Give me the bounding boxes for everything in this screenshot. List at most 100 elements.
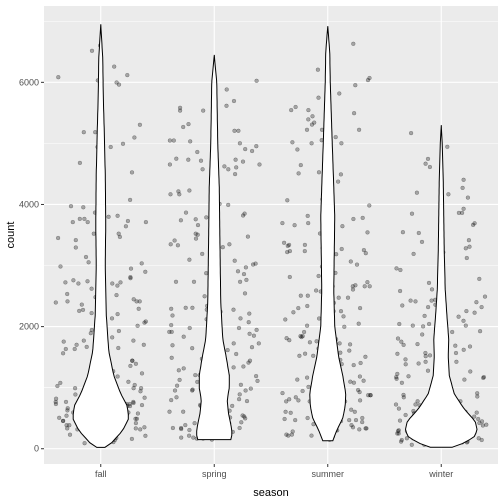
data-point bbox=[243, 388, 248, 393]
data-point bbox=[414, 190, 419, 195]
data-point bbox=[247, 311, 252, 316]
data-point bbox=[453, 350, 459, 356]
y-tick-label: 2000 bbox=[19, 322, 39, 332]
data-point bbox=[409, 211, 415, 216]
data-point bbox=[195, 223, 201, 228]
data-point bbox=[179, 435, 184, 440]
y-axis-ticks: 0 2000 4000 6000 bbox=[19, 77, 44, 454]
data-point bbox=[177, 377, 182, 382]
data-point bbox=[350, 287, 356, 292]
data-point bbox=[293, 395, 298, 400]
y-tick-label: 0 bbox=[34, 444, 39, 454]
data-point bbox=[242, 291, 248, 296]
data-point bbox=[179, 425, 184, 431]
data-point bbox=[123, 224, 128, 229]
data-point bbox=[175, 243, 180, 248]
data-point bbox=[395, 336, 401, 341]
data-point bbox=[410, 323, 415, 328]
y-tick-label: 6000 bbox=[19, 77, 39, 87]
data-point bbox=[426, 305, 431, 310]
data-point bbox=[422, 313, 427, 318]
data-point bbox=[256, 341, 261, 346]
data-point bbox=[305, 303, 310, 309]
data-point bbox=[395, 351, 400, 356]
data-point bbox=[285, 250, 290, 255]
data-point bbox=[251, 262, 256, 267]
data-point bbox=[244, 399, 250, 404]
data-point bbox=[287, 397, 292, 402]
data-point bbox=[204, 271, 209, 276]
data-point bbox=[416, 361, 421, 366]
data-point bbox=[356, 321, 361, 326]
data-point bbox=[238, 382, 243, 387]
data-point bbox=[358, 398, 363, 403]
data-point bbox=[125, 72, 130, 78]
data-point bbox=[348, 379, 353, 384]
data-point bbox=[478, 329, 483, 334]
data-point bbox=[143, 220, 148, 225]
data-point bbox=[427, 164, 432, 170]
data-point bbox=[177, 192, 182, 197]
data-point bbox=[360, 415, 365, 421]
data-point bbox=[63, 399, 69, 404]
data-point bbox=[350, 284, 355, 289]
data-point bbox=[237, 392, 242, 397]
data-point bbox=[283, 317, 288, 322]
data-point bbox=[243, 147, 248, 152]
data-point bbox=[398, 288, 403, 294]
data-point bbox=[85, 279, 90, 284]
data-point bbox=[138, 389, 143, 394]
data-point bbox=[65, 299, 70, 304]
data-point bbox=[351, 216, 356, 222]
data-point bbox=[425, 156, 431, 161]
x-axis-title: season bbox=[253, 487, 288, 499]
data-point bbox=[453, 343, 458, 348]
data-point bbox=[476, 436, 481, 441]
data-point bbox=[461, 177, 466, 182]
data-point bbox=[298, 293, 303, 298]
data-point bbox=[172, 388, 178, 393]
data-point bbox=[474, 300, 479, 305]
data-point bbox=[232, 258, 237, 263]
data-point bbox=[174, 156, 179, 161]
x-tick-label: fall bbox=[95, 469, 107, 479]
data-point bbox=[114, 80, 119, 85]
data-point bbox=[126, 379, 131, 384]
data-point bbox=[280, 391, 285, 396]
data-point bbox=[254, 374, 259, 379]
data-point bbox=[241, 364, 246, 369]
data-point bbox=[354, 262, 360, 267]
data-point bbox=[309, 141, 314, 146]
data-point bbox=[135, 323, 140, 328]
data-point bbox=[351, 363, 356, 368]
data-point bbox=[137, 299, 142, 304]
data-point bbox=[77, 308, 82, 313]
data-point bbox=[143, 433, 148, 438]
data-point bbox=[175, 383, 180, 388]
data-point bbox=[482, 294, 488, 299]
data-point bbox=[58, 264, 63, 269]
data-point bbox=[61, 339, 66, 344]
data-point bbox=[450, 329, 455, 335]
data-point bbox=[338, 309, 344, 314]
data-point bbox=[257, 162, 262, 167]
data-point bbox=[226, 202, 231, 207]
data-point bbox=[365, 77, 371, 83]
data-point bbox=[286, 433, 291, 438]
data-point bbox=[419, 239, 425, 244]
data-point bbox=[131, 338, 136, 343]
data-point bbox=[243, 416, 248, 421]
data-point bbox=[88, 331, 93, 336]
data-point bbox=[295, 147, 300, 152]
data-point bbox=[406, 374, 411, 379]
data-point bbox=[231, 307, 236, 312]
data-point bbox=[349, 407, 354, 412]
data-point bbox=[251, 333, 256, 338]
data-point bbox=[76, 281, 81, 286]
data-point bbox=[230, 403, 235, 408]
data-point bbox=[362, 284, 367, 289]
data-point bbox=[60, 418, 66, 423]
data-point bbox=[475, 391, 480, 396]
data-point bbox=[93, 130, 98, 135]
data-point bbox=[306, 107, 311, 113]
